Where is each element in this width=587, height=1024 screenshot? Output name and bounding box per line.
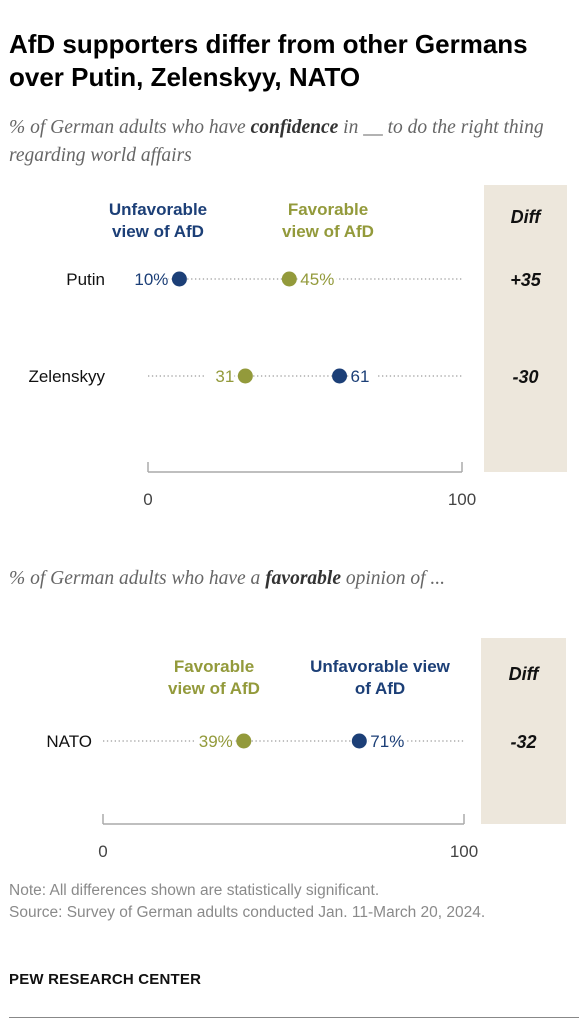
value-label-unfavorable-zelenskyy: 61: [351, 367, 370, 386]
dot-unfavorable-nato: [351, 733, 367, 749]
diff-column-background: [484, 185, 567, 472]
bottom-divider: [9, 1017, 579, 1018]
value-label-bg-favorable-zelenskyy: [206, 366, 235, 386]
value-label-favorable-nato: 39%: [199, 732, 233, 751]
x-tick-label-100: 100: [448, 490, 476, 509]
notes: Note: All differences shown are statisti…: [9, 880, 579, 924]
legend-unfavorable-line-1: Unfavorable: [109, 200, 207, 219]
diff-header: Diff: [509, 664, 541, 684]
dot-unfavorable-putin: [171, 271, 187, 287]
diff-value-zelenskyy: -30: [512, 367, 538, 387]
diff-header: Diff: [511, 207, 543, 227]
value-label-bg-favorable-nato: [194, 731, 233, 751]
confidence-dot-chart: Diff Unfavorable view of AfD Favorable view …: [28, 185, 567, 509]
legend-favorable-line-1: Favorable: [288, 200, 368, 219]
row-label-nato: NATO: [46, 732, 92, 751]
diff-column-background: [481, 638, 566, 824]
favorability-dot-chart: Diff Favorable view of AfD Unfavorable view…: [46, 638, 566, 861]
value-label-unfavorable-nato: 71%: [370, 732, 404, 751]
dot-favorable-nato: [236, 733, 252, 749]
value-label-bg-unfavorable-putin: [130, 269, 169, 289]
chart-title: AfD supporters differ from other Germans…: [9, 29, 528, 92]
row-label-putin: Putin: [66, 270, 105, 289]
brand-logo-text: PEW RESEARCH CENTER: [9, 971, 202, 988]
x-tick-label-0: 0: [143, 490, 152, 509]
note-text: Note: All differences shown are statisti…: [9, 882, 380, 899]
dot-unfavorable-zelenskyy: [332, 368, 348, 384]
value-label-bg-unfavorable-zelenskyy: [348, 366, 377, 386]
diff-value-putin: +35: [510, 270, 542, 290]
value-label-favorable-zelenskyy: 31: [215, 367, 234, 386]
x-tick-label-100: 100: [450, 842, 478, 861]
chart-subtitle-confidence: % of German adults who have confidence i…: [9, 117, 544, 166]
legend-unfavorable-line-1: Unfavorable view: [310, 657, 451, 676]
value-label-bg-unfavorable-nato: [368, 731, 407, 751]
value-label-favorable-putin: 45%: [300, 270, 334, 289]
legend-favorable-line-2: view of AfD: [168, 679, 260, 698]
dot-favorable-zelenskyy: [237, 368, 253, 384]
legend-favorable-line-1: Favorable: [174, 657, 254, 676]
value-label-bg-favorable-putin: [298, 269, 337, 289]
chart-subtitle-favorable: % of German adults who have a favorable …: [9, 568, 446, 589]
x-tick-label-0: 0: [98, 842, 107, 861]
legend-unfavorable-line-2: of AfD: [355, 679, 405, 698]
row-label-zelenskyy: Zelenskyy: [28, 367, 105, 386]
diff-value-nato: -32: [510, 732, 536, 752]
source-text: Source: Survey of German adults conducte…: [9, 904, 486, 921]
value-label-unfavorable-putin: 10%: [134, 270, 168, 289]
legend-unfavorable-line-2: view of AfD: [112, 222, 204, 241]
dot-favorable-putin: [281, 271, 297, 287]
legend-favorable-line-2: view of AfD: [282, 222, 374, 241]
